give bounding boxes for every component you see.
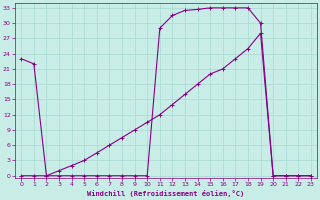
- X-axis label: Windchill (Refroidissement éolien,°C): Windchill (Refroidissement éolien,°C): [87, 190, 245, 197]
